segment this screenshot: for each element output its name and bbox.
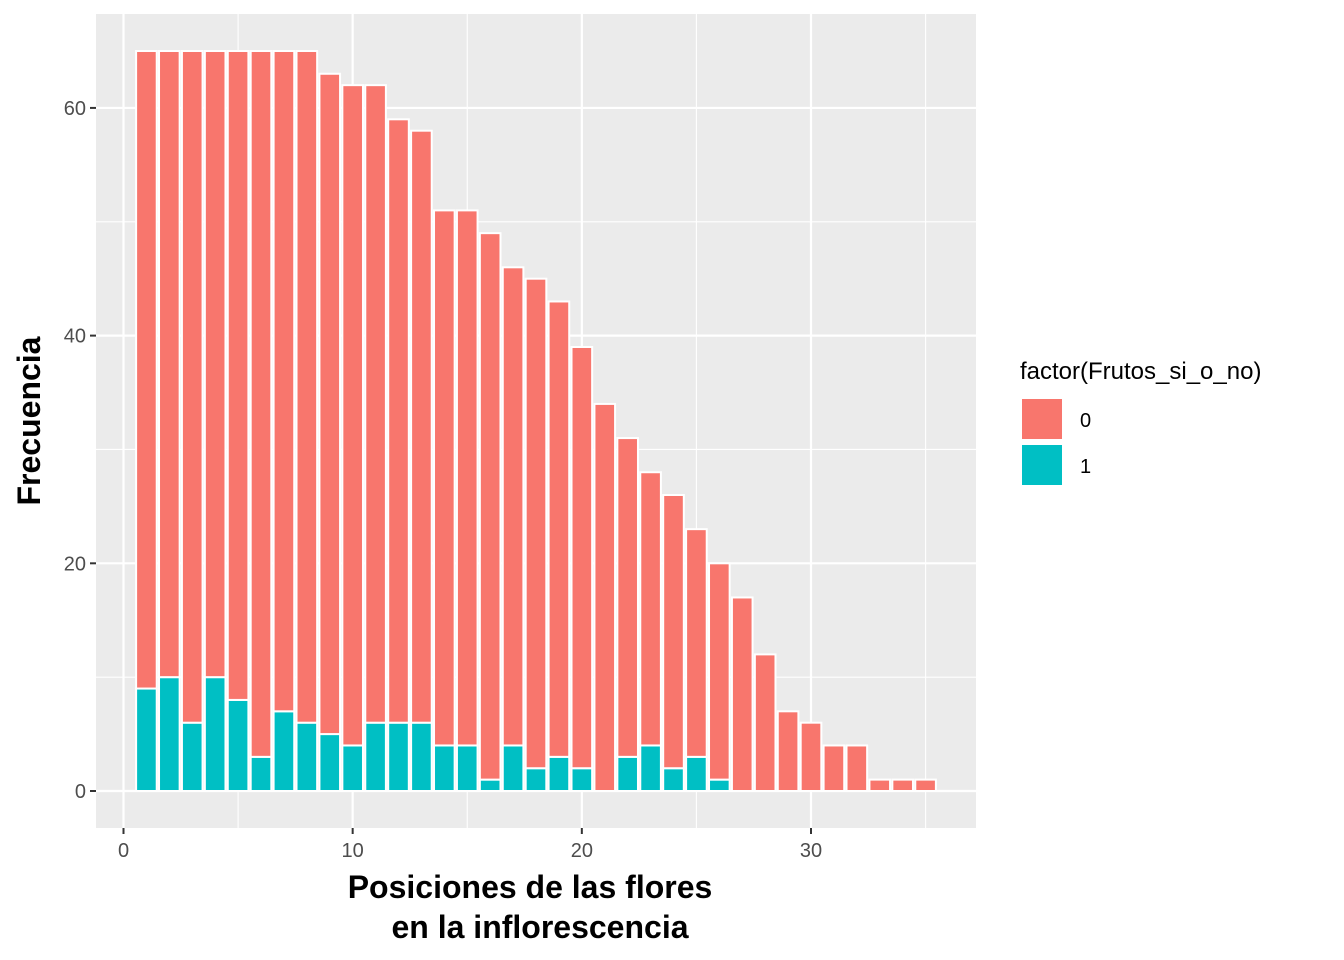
bar-series-0 <box>410 129 433 724</box>
bar-series-0 <box>364 84 387 724</box>
bar-series-0 <box>845 744 869 793</box>
bar-series-0 <box>249 50 273 758</box>
bar-series-1 <box>180 721 204 793</box>
bar-series-0 <box>547 300 571 758</box>
bar-series-1 <box>158 676 181 793</box>
bar-series-0 <box>135 50 158 690</box>
bar-series-1 <box>433 744 456 793</box>
bar-series-0 <box>478 232 502 781</box>
axes: 0 10 20 30 0 20 40 60 <box>64 98 822 862</box>
bar-series-0 <box>914 778 937 792</box>
y-tick-label: 0 <box>75 781 86 803</box>
bars <box>135 50 937 793</box>
y-tick-label: 60 <box>64 98 86 120</box>
bar-series-1 <box>547 755 571 792</box>
bar-series-1 <box>524 767 548 793</box>
legend-key-0 <box>1020 397 1064 441</box>
bar-series-1 <box>455 744 479 793</box>
x-tick-label: 10 <box>342 840 364 862</box>
bar-series-0 <box>891 778 914 792</box>
bar-series-1 <box>662 767 685 793</box>
legend: factor(Frutos_si_o_no) 01 <box>1020 358 1261 487</box>
bar-series-0 <box>639 471 662 747</box>
bar-series-1 <box>135 687 158 792</box>
bar-series-0 <box>180 50 204 724</box>
bar-series-0 <box>433 209 456 747</box>
y-tick-label: 40 <box>64 326 86 348</box>
bar-series-1 <box>226 698 250 793</box>
bar-series-0 <box>662 494 685 770</box>
x-tick-label: 0 <box>118 840 129 862</box>
bar-series-0 <box>799 721 823 793</box>
bar-series-1 <box>478 778 502 792</box>
bar-series-0 <box>616 437 639 758</box>
bar-series-1 <box>410 721 433 793</box>
bar-series-1 <box>501 744 525 793</box>
bar-series-1 <box>685 755 708 792</box>
bar-series-0 <box>753 653 777 793</box>
y-axis-title: Frecuencia <box>11 336 47 505</box>
bar-series-1 <box>318 733 342 792</box>
bar-series-1 <box>364 721 387 793</box>
bar-series-0 <box>570 346 594 770</box>
y-tick-label: 20 <box>64 553 86 575</box>
bar-series-1 <box>639 744 662 793</box>
bar-series-0 <box>226 50 250 701</box>
bar-series-0 <box>295 50 319 724</box>
bar-series-0 <box>158 50 181 679</box>
legend-key-1 <box>1020 443 1064 487</box>
bar-series-0 <box>730 596 754 793</box>
legend-label-0: 0 <box>1080 410 1091 432</box>
bar-series-0 <box>708 562 731 781</box>
bar-series-0 <box>868 778 892 792</box>
x-axis-title-line1: Posiciones de las flores <box>348 869 713 905</box>
bar-series-0 <box>203 50 227 679</box>
bar-series-0 <box>776 710 800 792</box>
x-tick-label: 30 <box>800 840 822 862</box>
bar-series-1 <box>272 710 296 792</box>
bar-series-0 <box>341 84 364 747</box>
bar-series-1 <box>341 744 364 793</box>
legend-entries: 01 <box>1020 397 1091 487</box>
legend-title: factor(Frutos_si_o_no) <box>1020 358 1261 385</box>
bar-series-0 <box>455 209 479 747</box>
bar-series-0 <box>501 266 525 747</box>
bar-series-0 <box>318 72 342 736</box>
bar-series-0 <box>685 528 708 758</box>
bar-series-1 <box>203 676 227 793</box>
bar-series-1 <box>295 721 319 793</box>
bar-series-1 <box>387 721 410 793</box>
bar-series-0 <box>387 118 410 724</box>
bar-series-1 <box>570 767 594 793</box>
x-axis-title-line2: en la inflorescencia <box>391 909 688 945</box>
bar-series-0 <box>822 744 846 793</box>
x-tick-label: 20 <box>571 840 593 862</box>
bar-series-1 <box>249 755 273 792</box>
bar-series-1 <box>708 778 731 792</box>
bar-series-1 <box>616 755 639 792</box>
legend-label-1: 1 <box>1080 456 1091 478</box>
bar-series-0 <box>593 402 617 792</box>
bar-series-0 <box>272 50 296 713</box>
bar-series-0 <box>524 277 548 770</box>
